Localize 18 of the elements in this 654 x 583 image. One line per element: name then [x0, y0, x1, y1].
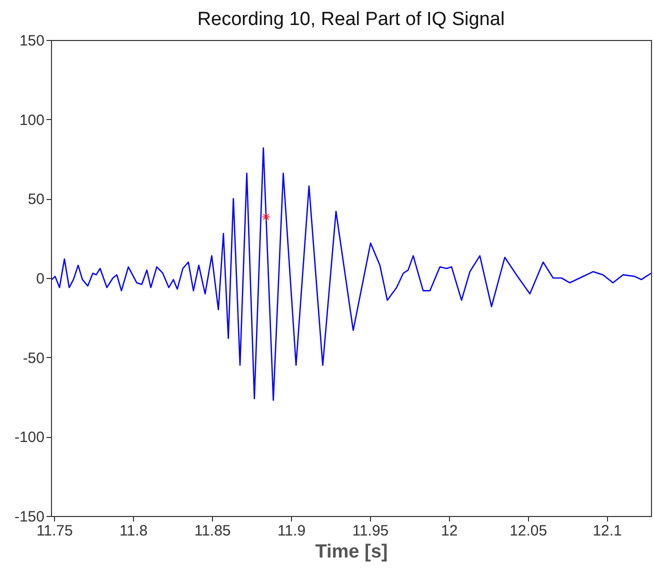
y-tick-label: -150 [14, 508, 44, 526]
x-tick-label: 12.05 [510, 522, 548, 540]
x-tick-label: 12 [441, 522, 458, 540]
x-tick-label: 11.85 [194, 522, 231, 540]
x-tick-label: 11.8 [120, 522, 148, 540]
y-tick-label: 150 [19, 32, 44, 50]
y-tick-label: 50 [28, 191, 44, 208]
chart-title: Recording 10, Real Part of IQ Signal [197, 9, 505, 30]
y-tick-label: -50 [22, 350, 44, 367]
y-tick-label: 0 [36, 270, 44, 288]
x-tick-label: 12.1 [592, 522, 622, 540]
y-tick-label: 100 [19, 112, 44, 129]
line-series [51, 147, 652, 401]
x-tick-label: 11.9 [277, 522, 306, 540]
x-axis-title: Time [s] [315, 542, 388, 562]
y-tick-label: -100 [14, 429, 44, 446]
x-tick-label: 11.95 [352, 522, 389, 540]
x-tick-label: 11.75 [36, 522, 73, 540]
